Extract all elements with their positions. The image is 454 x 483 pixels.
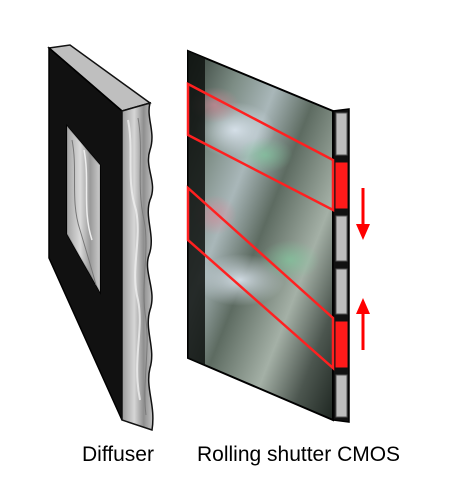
active-row-upper bbox=[186, 81, 335, 213]
sensor-label: Rolling shutter CMOS bbox=[197, 443, 401, 466]
cmos-sensor bbox=[186, 49, 370, 423]
diffuser-label: Diffuser bbox=[82, 443, 154, 466]
diffuser-window bbox=[67, 126, 100, 292]
readout-cell-1 bbox=[335, 112, 348, 156]
light-blob bbox=[260, 240, 320, 280]
light-blob bbox=[237, 137, 293, 173]
readout-cell-3 bbox=[335, 215, 348, 262]
readout-cell-2-active bbox=[335, 162, 348, 209]
readout-cell-5-active bbox=[335, 321, 348, 368]
active-row-bands bbox=[186, 81, 335, 371]
arrow-up bbox=[356, 298, 370, 350]
readout-column bbox=[332, 108, 350, 423]
readout-cell-4 bbox=[335, 268, 348, 315]
diffuser-side-surface bbox=[121, 101, 154, 431]
readout-cell-6 bbox=[335, 374, 348, 418]
diffuser bbox=[47, 44, 154, 431]
active-row-lower bbox=[186, 185, 335, 371]
arrow-down bbox=[356, 188, 370, 240]
